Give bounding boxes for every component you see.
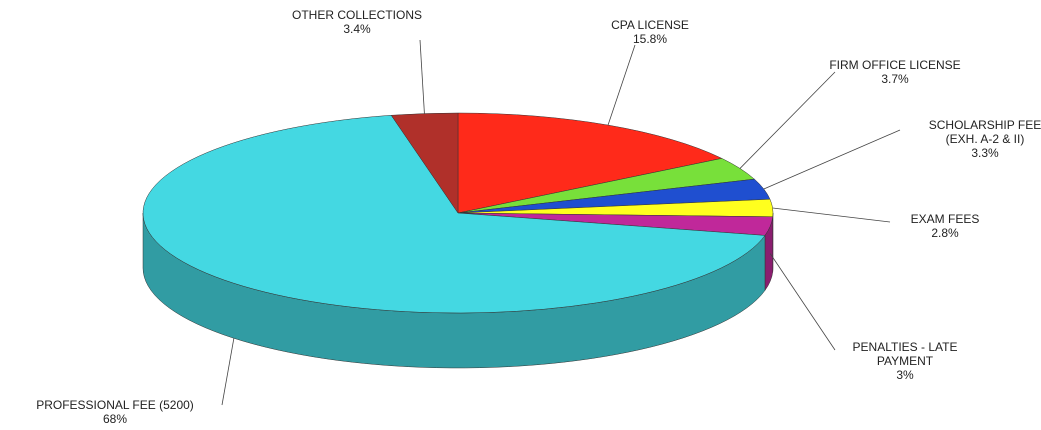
leader-line [769,253,836,351]
slice-label: OTHER COLLECTIONS 3.4% [282,8,432,36]
value-label: 15.8% [632,32,668,46]
pie-slice [457,112,723,214]
value-label: 2.8% [931,226,959,240]
pie-slice [390,112,459,214]
leader-line [607,44,636,126]
category-label: SCHOLARSHIP FEE (EXH. A-2 & II) [928,118,1041,146]
category-label: CPA LICENSE [611,18,689,32]
leader-line [221,338,235,406]
slice-label: CPA LICENSE 15.8% [590,18,710,46]
leader-line [772,207,891,223]
category-label: OTHER COLLECTIONS [291,8,423,22]
leader-line [739,71,836,169]
slice-label: FIRM OFFICE LICENSE 3.7% [800,58,990,86]
category-label: FIRM OFFICE LICENSE [829,58,961,72]
slice-label: SCHOLARSHIP FEE (EXH. A-2 & II) 3.3% [920,118,1041,160]
value-label: 68% [102,412,128,426]
slice-label: EXAM FEES 2.8% [890,212,1000,240]
slice-label: PENALTIES - LATE PAYMENT 3% [830,340,980,382]
pie-slice [142,115,766,314]
value-label: 3.4% [343,22,371,36]
value-label: 3.7% [881,72,909,86]
leader-line [763,129,901,190]
leader-line [419,39,425,114]
slice-label: PROFESSIONAL FEE (5200) 68% [5,398,225,426]
category-label: PENALTIES - LATE PAYMENT [852,340,958,368]
value-label: 3.3% [971,146,999,160]
category-label: PROFESSIONAL FEE (5200) [36,398,194,412]
value-label: 3% [896,368,914,382]
category-label: EXAM FEES [910,212,980,226]
